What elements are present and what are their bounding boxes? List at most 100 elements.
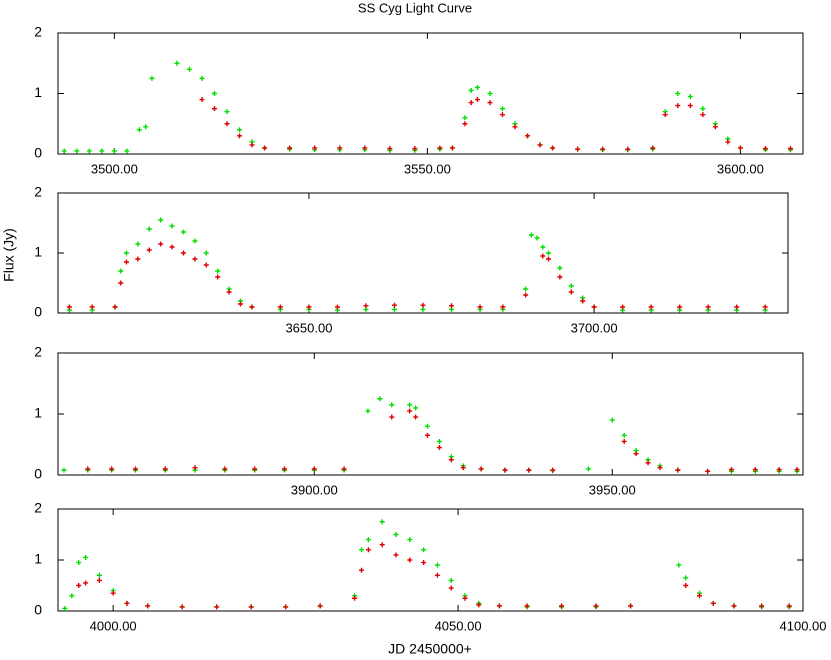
data-point: [499, 112, 505, 118]
data-point: [675, 103, 681, 109]
data-point: [568, 289, 574, 295]
data-point: [118, 268, 124, 274]
data-point: [180, 250, 186, 256]
data-point: [96, 577, 102, 583]
data-point: [407, 537, 413, 543]
data-point: [277, 304, 283, 310]
x-tick-label: 3900.00: [291, 482, 338, 497]
data-point: [212, 91, 218, 96]
data-point: [448, 577, 454, 583]
data-point: [737, 145, 743, 151]
data-point: [712, 124, 718, 130]
data-point: [462, 115, 468, 121]
data-point: [238, 301, 243, 307]
data-point: [540, 253, 546, 259]
data-point: [421, 547, 427, 553]
data-point: [545, 250, 551, 256]
data-point: [334, 304, 340, 310]
x-tick-label: 3550.00: [404, 161, 451, 176]
data-point: [550, 145, 556, 151]
data-point: [537, 142, 543, 148]
data-point: [359, 547, 365, 553]
data-point: [425, 432, 431, 438]
data-point: [434, 562, 440, 568]
data-point: [306, 304, 312, 310]
data-point: [734, 304, 740, 310]
data-point: [705, 468, 711, 474]
data-point: [311, 466, 317, 472]
data-point: [762, 146, 768, 152]
data-point: [169, 223, 175, 229]
data-point: [149, 75, 155, 81]
data-point: [69, 593, 75, 599]
data-point: [540, 244, 546, 250]
data-point: [389, 402, 395, 408]
data-point: [389, 414, 395, 420]
data-point: [676, 562, 682, 568]
data-point: [224, 121, 230, 127]
data-point: [132, 466, 138, 472]
data-point: [794, 467, 800, 473]
data-point: [412, 146, 418, 152]
data-point: [365, 537, 371, 543]
data-point: [74, 148, 80, 154]
data-point: [645, 460, 651, 466]
data-point: [214, 604, 220, 610]
data-point: [468, 100, 474, 106]
data-point: [700, 112, 706, 118]
plot-frame: [57, 32, 804, 155]
data-point: [287, 145, 293, 151]
data-point: [192, 465, 198, 471]
data-point: [136, 127, 142, 133]
data-point: [460, 465, 466, 471]
data-point: [365, 547, 371, 553]
data-point: [135, 256, 141, 262]
data-point: [762, 304, 768, 310]
data-point: [752, 467, 758, 473]
data-point: [449, 145, 455, 151]
data-point: [580, 298, 586, 304]
chart-title: SS Cyg Light Curve: [358, 0, 472, 15]
data-point: [352, 595, 358, 601]
plot-frame: [57, 192, 789, 314]
data-point: [557, 274, 563, 280]
data-point: [534, 235, 540, 241]
data-point: [377, 396, 383, 402]
data-point: [85, 466, 91, 472]
data-point: [111, 148, 117, 154]
data-point: [186, 66, 192, 72]
data-point: [61, 148, 67, 154]
data-point: [675, 467, 681, 473]
data-point: [620, 304, 626, 310]
data-point: [359, 567, 365, 573]
y-tick-label: 2: [34, 344, 42, 360]
data-point: [379, 542, 385, 548]
data-point: [662, 112, 668, 118]
data-point: [499, 106, 505, 112]
data-point: [89, 304, 95, 310]
data-point: [224, 109, 230, 115]
data-point: [559, 603, 565, 609]
data-point: [312, 145, 318, 151]
data-point: [212, 106, 218, 112]
data-point: [575, 146, 581, 152]
data-point: [61, 467, 67, 473]
data-point: [687, 103, 693, 109]
data-point: [146, 226, 152, 232]
data-point: [591, 304, 597, 310]
data-point: [86, 148, 92, 154]
data-point: [317, 603, 323, 609]
data-point: [337, 145, 343, 151]
y-tick-label: 1: [34, 244, 42, 260]
data-point: [436, 438, 442, 444]
data-point: [421, 560, 427, 566]
data-point: [526, 467, 532, 473]
data-point: [731, 603, 737, 609]
data-point: [237, 133, 243, 139]
data-point: [593, 603, 599, 609]
y-tick-label: 0: [34, 466, 42, 482]
data-point: [710, 600, 716, 606]
data-point: [237, 127, 243, 133]
x-tick-label: 3500.00: [91, 161, 138, 176]
data-point: [413, 414, 419, 420]
